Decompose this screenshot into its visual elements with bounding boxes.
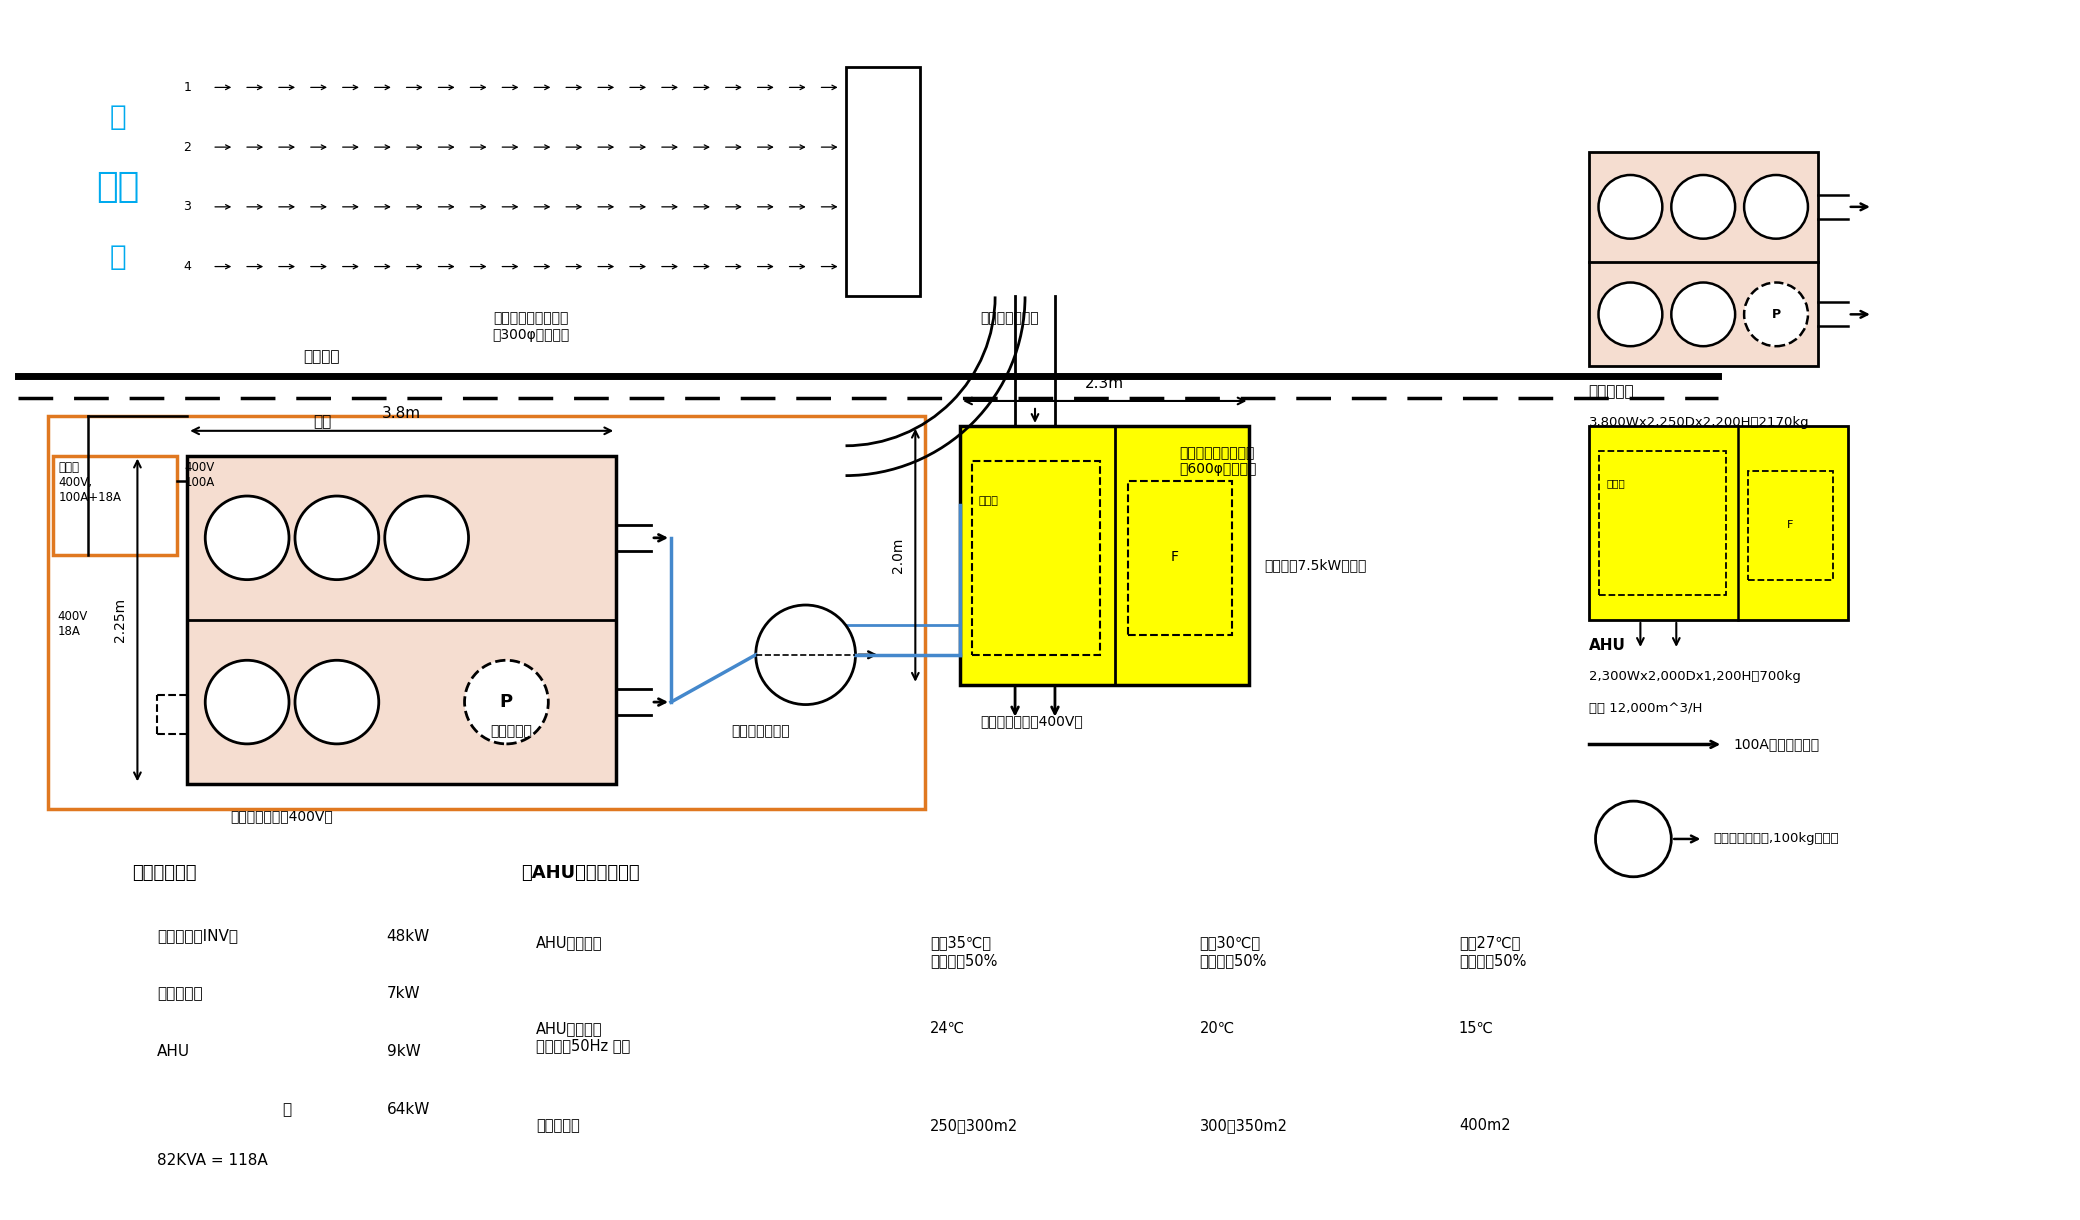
Text: ＜消費電力＞: ＜消費電力＞ [133, 864, 198, 882]
Text: 2,300Wx2,000Dx1,200H、700kg: 2,300Wx2,000Dx1,200H、700kg [1589, 670, 1801, 683]
Text: 2.3m: 2.3m [1086, 376, 1125, 390]
Text: 涼風: 涼風 [96, 170, 139, 204]
Circle shape [206, 497, 289, 580]
Circle shape [385, 497, 468, 580]
Text: 空冷チラ（INV）: 空冷チラ（INV） [158, 928, 239, 943]
Text: サプライエアダクト
（600φフレキ）: サプライエアダクト （600φフレキ） [1179, 445, 1256, 476]
Text: 風量 12,000m^3/H: 風量 12,000m^3/H [1589, 702, 1701, 715]
Text: 4: 4 [183, 260, 191, 273]
Text: 2.25m: 2.25m [114, 598, 127, 642]
Text: P: P [1772, 307, 1780, 321]
Text: 24℃: 24℃ [930, 1021, 965, 1036]
Circle shape [1745, 174, 1808, 239]
Bar [1747, 471, 1832, 581]
Text: 外気27℃、
相対湿度50%: 外気27℃、 相対湿度50% [1458, 936, 1527, 967]
Text: 20℃: 20℃ [1200, 1021, 1236, 1036]
Text: 外気30℃、
相対湿度50%: 外気30℃、 相対湿度50% [1200, 936, 1267, 967]
Text: 分電盤
400V,
100A+18A: 分電盤 400V, 100A+18A [58, 461, 121, 504]
Circle shape [1745, 283, 1808, 346]
Text: コイル: コイル [1606, 478, 1624, 488]
Bar [1600, 450, 1726, 595]
Circle shape [1595, 802, 1672, 877]
Text: 64kW: 64kW [387, 1102, 431, 1116]
Bar [1127, 481, 1233, 634]
Text: 100Aフレキホース: 100Aフレキホース [1733, 737, 1820, 752]
Text: 9kW: 9kW [387, 1044, 420, 1059]
Text: チラー起動盤（400V）: チラー起動盤（400V） [231, 809, 333, 824]
Text: 空調床面積: 空調床面積 [537, 1118, 580, 1132]
Text: 300～350m2: 300～350m2 [1200, 1118, 1288, 1132]
Text: AHU吹出条件
（チラー50Hz 機）: AHU吹出条件 （チラー50Hz 機） [537, 1021, 630, 1054]
Text: 48kW: 48kW [387, 928, 431, 943]
Bar [187, 456, 616, 784]
Text: ～: ～ [108, 243, 125, 271]
Bar [1589, 426, 1847, 620]
Text: AHU吸気条件: AHU吸気条件 [537, 936, 603, 950]
Text: 3,800Wx2,250Dx2,200H、2170kg: 3,800Wx2,250Dx2,200H、2170kg [1589, 416, 1810, 429]
Text: コイル: コイル [978, 495, 998, 505]
Circle shape [206, 660, 289, 744]
Text: 1: 1 [183, 81, 191, 94]
Text: 82KVA = 118A: 82KVA = 118A [158, 1153, 268, 1168]
Circle shape [1600, 283, 1662, 346]
Bar [52, 456, 177, 555]
Text: ＜AHU吹出し温度＞: ＜AHU吹出し温度＞ [522, 864, 641, 882]
Circle shape [1672, 174, 1735, 239]
Text: 400V
18A: 400V 18A [58, 610, 87, 638]
Text: 建物内部: 建物内部 [304, 349, 341, 364]
Text: 計: 計 [283, 1102, 291, 1116]
Text: 3: 3 [183, 200, 191, 214]
Text: サプライエアダクト
（300φフレキ）: サプライエアダクト （300φフレキ） [493, 311, 570, 342]
Text: P: P [499, 693, 514, 711]
Text: AHU: AHU [158, 1044, 191, 1059]
Bar [961, 426, 1250, 684]
Circle shape [1672, 283, 1735, 346]
Text: 2: 2 [183, 140, 191, 154]
Text: AHU: AHU [1589, 638, 1624, 653]
Circle shape [464, 660, 549, 744]
Text: 15℃: 15℃ [1458, 1021, 1493, 1036]
Text: 3.8m: 3.8m [383, 406, 422, 421]
Bar [847, 67, 919, 296]
Text: 内蔵ポンプ: 内蔵ポンプ [491, 725, 532, 738]
Text: 400m2: 400m2 [1458, 1118, 1510, 1132]
Text: F: F [1171, 550, 1179, 564]
Circle shape [295, 497, 379, 580]
Text: 400V
100A: 400V 100A [185, 461, 214, 489]
Bar [1589, 152, 1818, 366]
Text: 外気35℃、
相対湿度50%: 外気35℃、 相対湿度50% [930, 936, 998, 967]
Bar [1589, 152, 1818, 366]
Text: ファン（7.5kW出力）: ファン（7.5kW出力） [1265, 559, 1367, 572]
Bar [1589, 426, 1847, 620]
Text: 250～300m2: 250～300m2 [930, 1118, 1019, 1132]
Text: 7kW: 7kW [387, 986, 420, 1002]
Bar [48, 416, 926, 809]
Text: バッファタンク,100kg（空）: バッファタンク,100kg（空） [1714, 832, 1839, 845]
Text: F: F [1787, 521, 1793, 531]
Circle shape [755, 605, 855, 705]
Text: ～: ～ [108, 104, 125, 132]
Text: インバータ盤（400V）: インバータ盤（400V） [980, 715, 1084, 728]
Bar [961, 426, 1250, 684]
Text: 内蔵ポンプ: 内蔵ポンプ [158, 986, 204, 1002]
Text: 屋外: 屋外 [312, 414, 331, 429]
Bar [971, 461, 1100, 655]
Text: 2.0m: 2.0m [892, 538, 905, 573]
Circle shape [295, 660, 379, 744]
Circle shape [1600, 174, 1662, 239]
Text: 空冷チラー: 空冷チラー [1589, 384, 1635, 399]
Bar [187, 456, 616, 784]
Text: バッファタンク: バッファタンク [732, 725, 790, 738]
Text: 分岐チャンバー: 分岐チャンバー [980, 311, 1038, 326]
